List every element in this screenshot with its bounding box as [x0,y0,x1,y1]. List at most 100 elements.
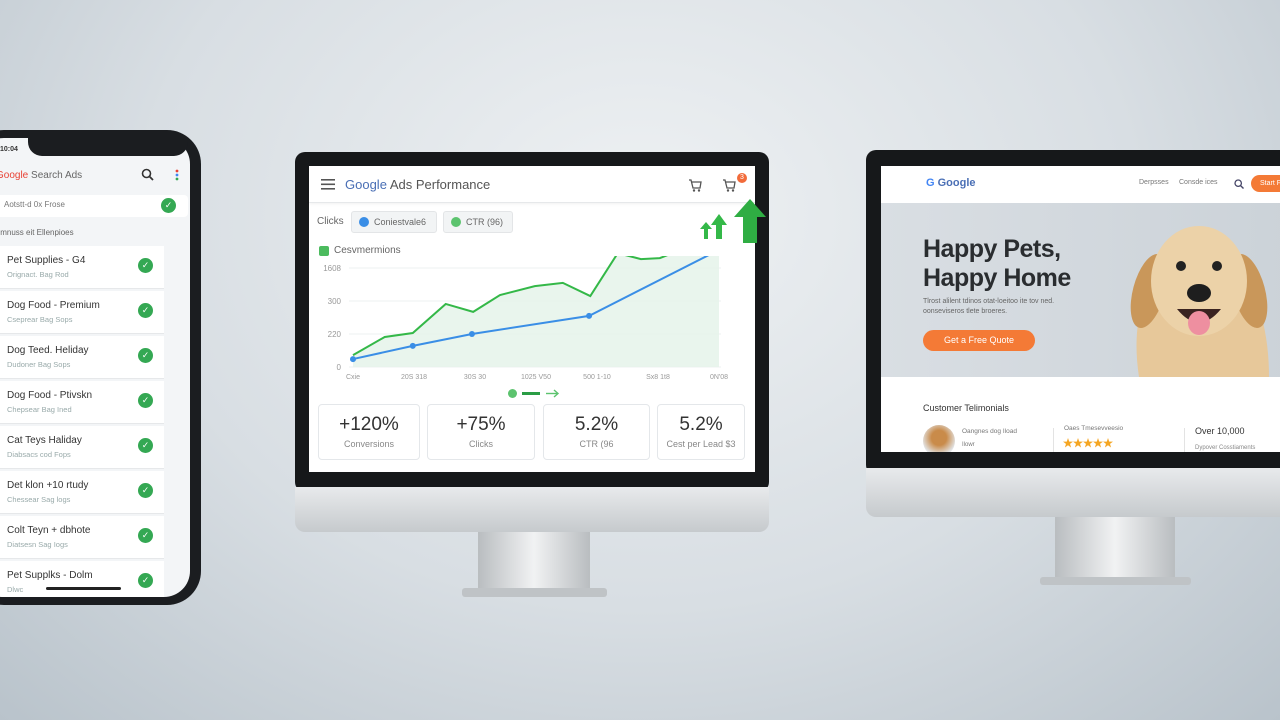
stat-label: Dypover Cosstiaments [1195,445,1256,451]
hero-headline: Happy Pets, Happy Home [923,235,1071,292]
search-icon[interactable] [1234,179,1244,189]
campaign-subtitle: Orignact. Bag Rod [7,270,69,279]
brand-text: Google [0,170,29,181]
search-icon[interactable] [141,168,154,181]
kpi-card: 5.2% CTR (96 [543,404,650,460]
cart-icon[interactable] [688,178,702,192]
kpi-value: +75% [456,414,506,435]
series-line [352,256,668,356]
approved-check-icon: ✓ [138,483,153,498]
dog-photo [1130,226,1269,377]
monitor-base [1040,577,1191,585]
home-indicator [46,587,121,590]
app-title: Google Search Ads [0,170,82,181]
monitor-chin [295,487,769,532]
clicks-label: Clicks [317,216,344,227]
nav-link[interactable]: Derpsses [1139,179,1169,186]
status-time: 10:04 [0,146,18,153]
approved-check-icon: ✓ [138,573,153,588]
growth-arrows-icon [700,199,766,243]
start-button[interactable]: Start Fr [1251,175,1280,192]
campaign-title: Colt Teyn + dbhote [7,525,91,536]
chip-conversions[interactable]: Coniestvale6 [351,211,437,233]
kpi-label: Conversions [343,439,395,449]
monitor-stand [1055,515,1175,579]
approved-check-icon: ✓ [138,528,153,543]
kpi-value: 5.2% [574,414,619,435]
campaign-subtitle: Chepsear Bag Ined [7,405,72,414]
monitor-chin [866,468,1280,517]
data-point[interactable] [409,342,416,349]
y-tick-label: 0 [337,363,342,372]
testimonial-text: Oangnes dog Iload [962,428,1017,435]
section-label: bimnuss eit Ellenpioes [0,228,74,237]
campaign-subtitle: Chessear Sag logs [7,495,71,504]
more-icon[interactable] [175,169,179,181]
notification-badge: 3 [737,173,747,183]
confirm-check-icon[interactable]: ✓ [161,198,176,213]
search-input[interactable]: Aotstt-d 0x Frose ✓ [0,195,188,217]
kpi-value: 5.2% [679,414,723,435]
campaign-subtitle: Diatsesn Sag Iogs [7,540,68,549]
x-tick-label: 1025 V50 [521,374,551,381]
menu-icon[interactable] [321,179,335,190]
monitor-stand [478,530,590,590]
campaign-title: Cat Teys Haliday [7,435,82,446]
divider [1053,428,1054,452]
title-text: Search Ads [31,170,83,181]
y-tick-label: 1608 [323,264,341,273]
dashboard-header: Google Ads Performance 3 [309,166,755,203]
campaign-title: Dog Teed. Heliday [7,345,89,356]
testimonials-title: Customer Telimonials [923,403,1009,413]
kpi-value: +120% [339,414,399,435]
pager-dot[interactable] [508,389,517,398]
chip-ctr[interactable]: CTR (96) [443,211,513,233]
x-tick-label: 20S 318 [401,374,427,381]
series-area [353,256,719,367]
dashboard-title: Google Ads Performance [345,177,490,192]
legend-swatch [319,246,329,256]
pager-bar[interactable] [522,392,540,395]
notifications-icon[interactable] [722,178,736,192]
x-tick-label: 30S 30 [464,374,486,381]
campaign-title: Pet Supplks - Dolm [7,570,93,581]
chip-label: CTR (96) [466,217,504,227]
hero: Happy Pets, Happy Home Tlrost alilent tdi… [881,203,1280,377]
campaign-subtitle: Cseprear Bag Sops [7,315,73,324]
blue-dot-icon [359,217,369,227]
arrow-right-icon[interactable] [546,389,560,398]
title-text: Ads Performance [389,177,491,192]
x-tick-label: Sx8 1t8 [646,374,670,381]
nav-link[interactable]: Consde ices [1179,179,1218,186]
campaign-subtitle: Dlwc [7,585,24,594]
monitor-base [462,588,607,597]
kpi-label: CTR (96 [579,439,614,449]
green-dot-icon [451,217,461,227]
campaign-title: Dog Food - Premium [7,300,100,311]
data-point[interactable] [586,312,593,319]
approved-check-icon: ✓ [138,393,153,408]
legend-label: Cesvmermions [334,245,401,256]
data-point[interactable] [350,356,356,363]
kpi-label: Clicks [469,439,493,449]
phone-screen: 10:04 Google Search Ads Aotstt-d 0x Fros… [0,138,190,597]
kpi-card: +120% Conversions [318,404,420,460]
kpi-label: Cest per Lead $3 [666,439,736,449]
divider [1184,428,1185,452]
brand-text: Google [345,177,387,192]
data-point[interactable] [468,331,475,337]
approved-check-icon: ✓ [138,303,153,318]
dashboard-screen: Google Ads Performance 3 Clicks Coniestv… [309,166,755,472]
google-logo: G Google [926,177,976,189]
get-quote-button[interactable]: Get a Free Quote [923,330,1035,351]
campaign-title: Det klon +10 rtudy [7,480,89,491]
campaign-title: Dog Food - Ptivskn [7,390,93,401]
